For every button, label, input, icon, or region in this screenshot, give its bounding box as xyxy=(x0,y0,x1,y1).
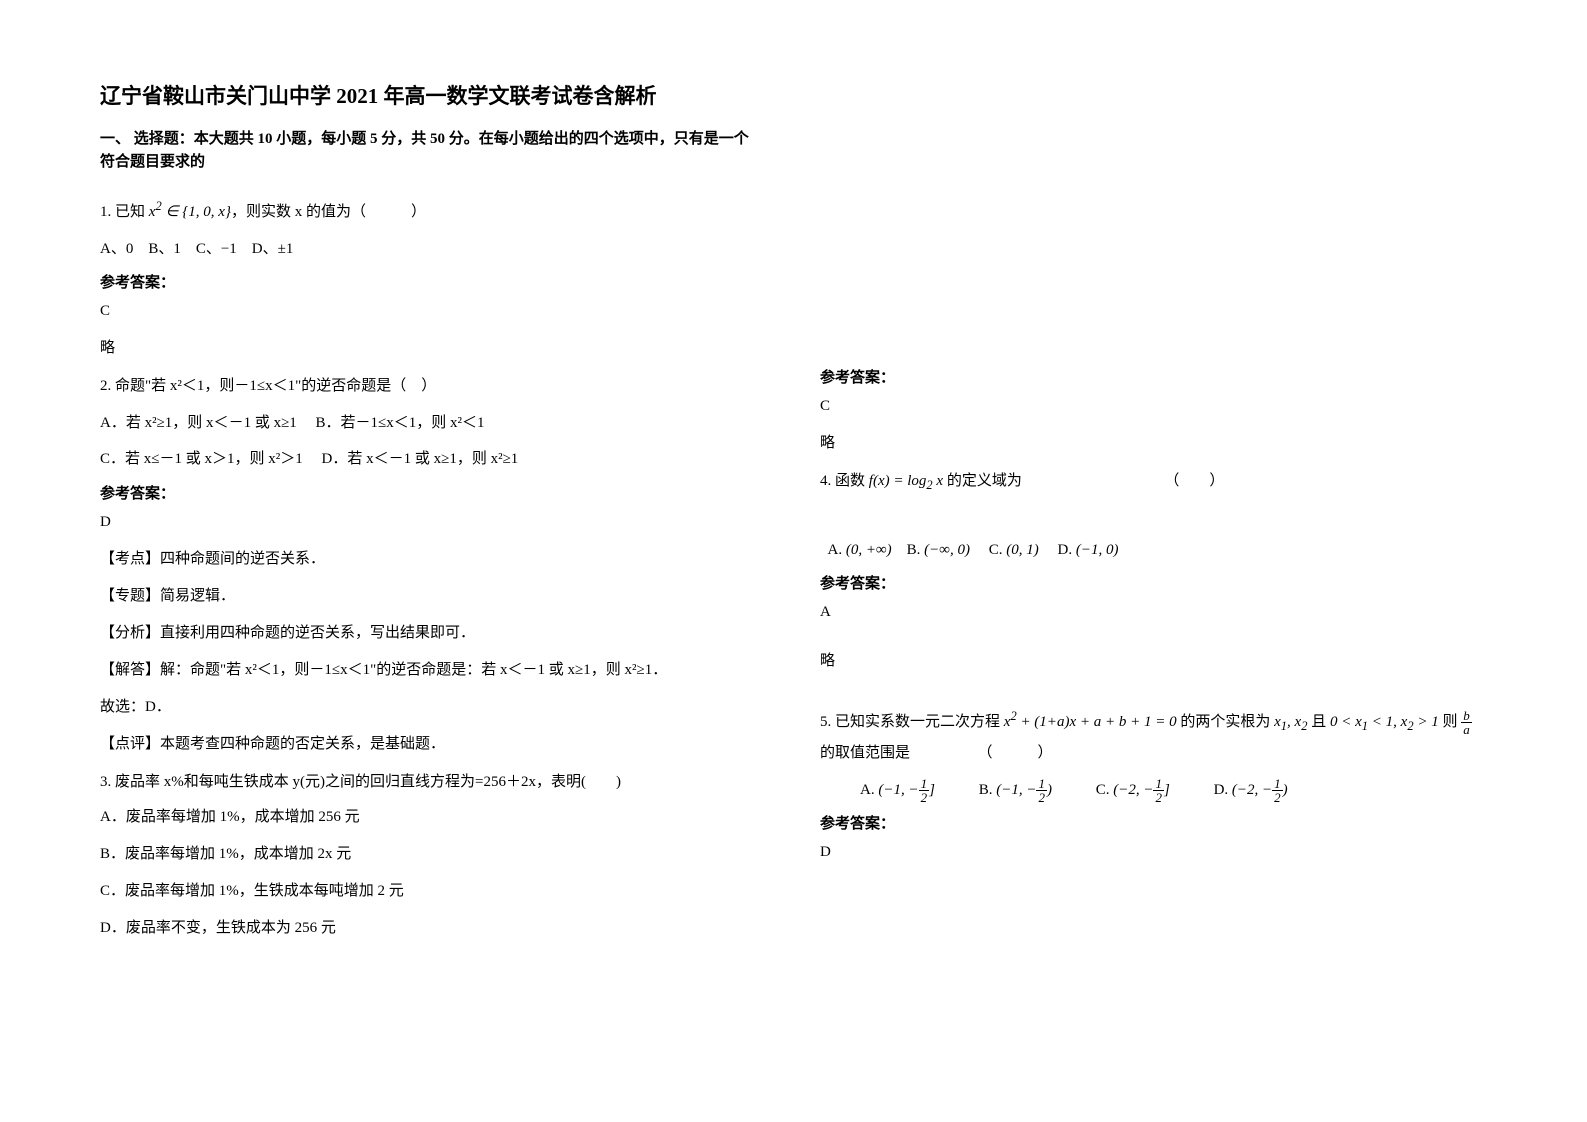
q5-math3: 0 < x1 < 1, x2 > 1 xyxy=(1330,714,1439,730)
q4-answer-label: 参考答案： xyxy=(820,572,1480,593)
q5-math2: x1, x2 xyxy=(1274,714,1307,730)
q2-jieda: 【解答】解：命题"若 x²＜1，则－1≤x＜1"的逆否命题是：若 x＜－1 或 … xyxy=(100,657,760,684)
section-instruction: 一、 选择题：本大题共 10 小题，每小题 5 分，共 50 分。在每小题给出的… xyxy=(100,128,760,173)
q4-optD: (−1, 0) xyxy=(1076,542,1119,558)
q2-dianping: 【点评】本题考查四种命题的否定关系，是基础题． xyxy=(100,731,760,758)
question-4: 4. 函数 f(x) = log2 x 的定义域为 （ ） xyxy=(820,467,1480,498)
q2-optA: A．若 x²≥1，则 x＜－1 或 x≥1 xyxy=(100,415,297,431)
q1-answer: C xyxy=(100,298,760,325)
q1-options: A、0 B、1 C、−1 D、±1 xyxy=(100,235,760,264)
q4-options: A. (0, +∞) B. (−∞, 0) C. (0, 1) D. (−1, … xyxy=(820,536,1480,565)
q5-optB: B. (−1, −12) xyxy=(979,776,1052,805)
q2-row1: A．若 x²≥1，则 x＜－1 或 x≥1 B．若－1≤x＜1，则 x²＜1 xyxy=(100,409,760,438)
q4-optA: (0, +∞) xyxy=(846,542,892,558)
left-column: 辽宁省鞍山市关门山中学 2021 年高一数学文联考试卷含解析 一、 选择题：本大… xyxy=(100,80,760,952)
question-3: 3. 废品率 x%和每吨生铁成本 y(元)之间的回归直线方程为=256＋2x，表… xyxy=(100,768,760,797)
q4-optC: (0, 1) xyxy=(1006,542,1039,558)
q5-options: A. (−1, −12] B. (−1, −12) C. (−2, −12] D… xyxy=(820,776,1480,805)
q3-answer: C xyxy=(820,393,1480,420)
q1-answer-label: 参考答案： xyxy=(100,271,760,292)
question-2: 2. 命题"若 x²＜1，则－1≤x＜1"的逆否命题是（ ） xyxy=(100,372,760,401)
q2-guxuan: 故选：D． xyxy=(100,694,760,721)
q5-optD: D. (−2, −12) xyxy=(1214,776,1288,805)
q4-answer: A xyxy=(820,599,1480,626)
q4-note: 略 xyxy=(820,648,1480,675)
q1-math: x2 ∈ {1, 0, x} xyxy=(149,204,231,220)
right-column: 参考答案： C 略 4. 函数 f(x) = log2 x 的定义域为 （ ） … xyxy=(820,80,1480,952)
q5-line2: 的取值范围是 （ ） xyxy=(820,745,1053,761)
q2-fenxi: 【分析】直接利用四种命题的逆否关系，写出结果即可． xyxy=(100,620,760,647)
q2-optC: C．若 x≤－1 或 x＞1，则 x²＞1 xyxy=(100,451,303,467)
q2-answer: D xyxy=(100,509,760,536)
q5-answer-label: 参考答案： xyxy=(820,812,1480,833)
question-1: 1. 已知 x2 ∈ {1, 0, x}，则实数 x 的值为（ ） xyxy=(100,195,760,227)
q4-math: f(x) = log2 x xyxy=(869,473,943,489)
q4-stem-pre: 4. 函数 xyxy=(820,473,869,489)
q5-answer: D xyxy=(820,839,1480,866)
q5-stem-mid: 的两个实根为 xyxy=(1177,714,1275,730)
q1-stem-pre: 1. 已知 xyxy=(100,204,149,220)
q3-optC: C．废品率每增加 1%，生铁成本每吨增加 2 元 xyxy=(100,878,760,905)
q5-stem-mid2: 且 xyxy=(1307,714,1330,730)
main-title: 辽宁省鞍山市关门山中学 2021 年高一数学文联考试卷含解析 xyxy=(100,80,760,110)
q2-row2: C．若 x≤－1 或 x＞1，则 x²＞1 D．若 x＜－1 或 x≥1，则 x… xyxy=(100,445,760,474)
q2-optD: D．若 x＜－1 或 x≥1，则 x²≥1 xyxy=(322,451,519,467)
q1-note: 略 xyxy=(100,335,760,362)
q3-optB: B．废品率每增加 1%，成本增加 2x 元 xyxy=(100,841,760,868)
q5-math1: x2 + (1+a)x + a + b + 1 = 0 xyxy=(1004,714,1177,730)
q5-optA: A. (−1, −12] xyxy=(860,776,935,805)
q4-optB: (−∞, 0) xyxy=(924,542,970,558)
q5-stem-post: 则 xyxy=(1439,714,1462,730)
q2-kaodian: 【考点】四种命题间的逆否关系． xyxy=(100,546,760,573)
q2-answer-label: 参考答案： xyxy=(100,482,760,503)
q5-stem-pre: 5. 已知实系数一元二次方程 xyxy=(820,714,1004,730)
q3-note: 略 xyxy=(820,430,1480,457)
q1-stem-post: ，则实数 x 的值为（ ） xyxy=(231,204,426,220)
q5-optC: C. (−2, −12] xyxy=(1096,776,1170,805)
q3-answer-label: 参考答案： xyxy=(820,366,1480,387)
q5-frac-ba: ba xyxy=(1461,709,1472,736)
q4-stem-post: 的定义域为 （ ） xyxy=(943,473,1224,489)
q2-optB: B．若－1≤x＜1，则 x²＜1 xyxy=(316,415,485,431)
question-5: 5. 已知实系数一元二次方程 x2 + (1+a)x + a + b + 1 =… xyxy=(820,705,1480,767)
q3-optD: D．废品率不变，生铁成本为 256 元 xyxy=(100,915,760,942)
q3-optA: A．废品率每增加 1%，成本增加 256 元 xyxy=(100,804,760,831)
q2-zhuanti: 【专题】简易逻辑． xyxy=(100,583,760,610)
